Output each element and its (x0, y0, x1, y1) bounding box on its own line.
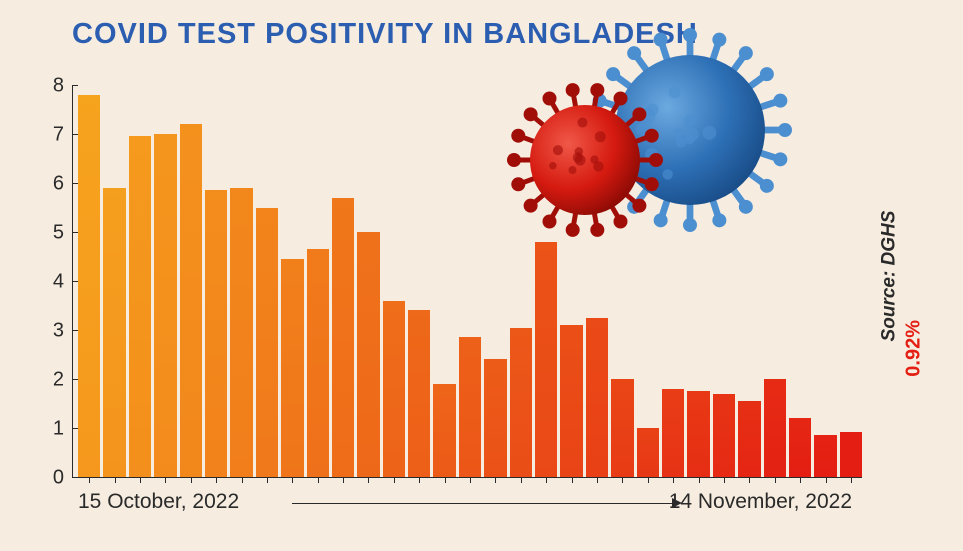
bar (611, 379, 633, 477)
y-tick-label: 8 (38, 75, 64, 98)
bar (230, 188, 252, 477)
x-axis-end-label: 14 November, 2022 (669, 490, 852, 514)
bar (129, 136, 151, 477)
x-tick-mark (673, 477, 674, 483)
bar (103, 188, 125, 477)
bar (560, 325, 582, 477)
date-range-arrow-line (292, 503, 672, 504)
y-tick-label: 4 (38, 271, 64, 294)
bar (433, 384, 455, 477)
bar (180, 124, 202, 477)
bar (484, 359, 506, 477)
y-tick-label: 7 (38, 124, 64, 147)
bar (586, 318, 608, 477)
x-tick-mark (140, 477, 141, 483)
x-tick-mark (191, 477, 192, 483)
y-tick-label: 2 (38, 369, 64, 392)
x-tick-mark (165, 477, 166, 483)
bar-container (78, 86, 862, 477)
x-tick-mark (495, 477, 496, 483)
x-tick-mark (115, 477, 116, 483)
x-tick-mark (749, 477, 750, 483)
bar (281, 259, 303, 477)
y-tick-label: 1 (38, 418, 64, 441)
x-tick-mark (800, 477, 801, 483)
y-tick-label: 5 (38, 222, 64, 245)
bar (408, 310, 430, 477)
x-tick-mark (318, 477, 319, 483)
x-tick-mark (826, 477, 827, 483)
x-tick-mark (216, 477, 217, 483)
x-tick-mark (394, 477, 395, 483)
bar (662, 389, 684, 477)
bar (637, 428, 659, 477)
bar (814, 435, 836, 477)
bar (738, 401, 760, 477)
x-tick-mark (343, 477, 344, 483)
bar (78, 95, 100, 477)
x-tick-mark (470, 477, 471, 483)
x-axis-start-label: 15 October, 2022 (78, 490, 239, 514)
x-tick-mark (597, 477, 598, 483)
bar (764, 379, 786, 477)
bar (687, 391, 709, 477)
x-tick-mark (724, 477, 725, 483)
source-label: Source: DGHS (879, 210, 901, 341)
x-tick-mark (546, 477, 547, 483)
x-tick-mark (622, 477, 623, 483)
x-tick-mark (851, 477, 852, 483)
y-tick-label: 6 (38, 173, 64, 196)
x-tick-mark (521, 477, 522, 483)
x-tick-mark (572, 477, 573, 483)
bar (154, 134, 176, 477)
y-tick-mark (72, 477, 78, 478)
bar (535, 242, 557, 477)
x-tick-mark (242, 477, 243, 483)
bar (510, 328, 532, 477)
x-tick-mark (292, 477, 293, 483)
chart-area: 012345678 (72, 86, 862, 478)
y-axis: 012345678 (38, 86, 72, 478)
bar (357, 232, 379, 477)
y-tick-label: 3 (38, 320, 64, 343)
bar (307, 249, 329, 477)
bar (789, 418, 811, 477)
bar (840, 432, 862, 477)
x-tick-mark (775, 477, 776, 483)
x-tick-mark (368, 477, 369, 483)
bar (459, 337, 481, 477)
bar (332, 198, 354, 477)
x-axis-labels: 15 October, 2022 14 November, 2022 (72, 490, 862, 520)
bar (256, 208, 278, 478)
bar (713, 394, 735, 477)
x-tick-mark (267, 477, 268, 483)
x-tick-mark (419, 477, 420, 483)
bar (383, 301, 405, 477)
x-tick-mark (699, 477, 700, 483)
x-tick-mark (89, 477, 90, 483)
bar (205, 190, 227, 477)
x-tick-mark (648, 477, 649, 483)
final-value-label: 0.92% (903, 320, 926, 377)
y-axis-line (72, 86, 73, 478)
x-tick-mark (445, 477, 446, 483)
y-tick-label: 0 (38, 467, 64, 490)
chart-title: COVID TEST POSITIVITY IN BANGLADESH (72, 18, 698, 51)
